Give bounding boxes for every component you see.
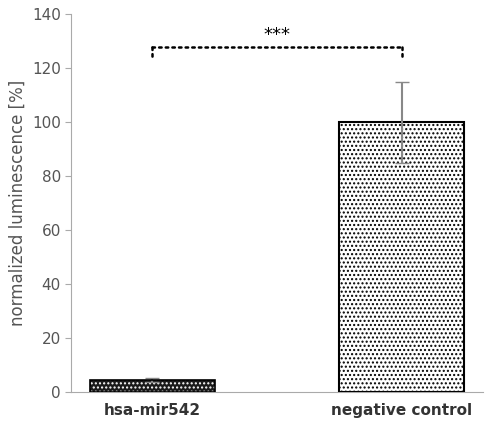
Bar bbox=[90, 380, 215, 392]
Bar bbox=[90, 380, 215, 392]
Bar bbox=[339, 122, 464, 392]
Y-axis label: normalized luminescence [%]: normalized luminescence [%] bbox=[8, 80, 27, 326]
Text: ***: *** bbox=[264, 26, 290, 44]
